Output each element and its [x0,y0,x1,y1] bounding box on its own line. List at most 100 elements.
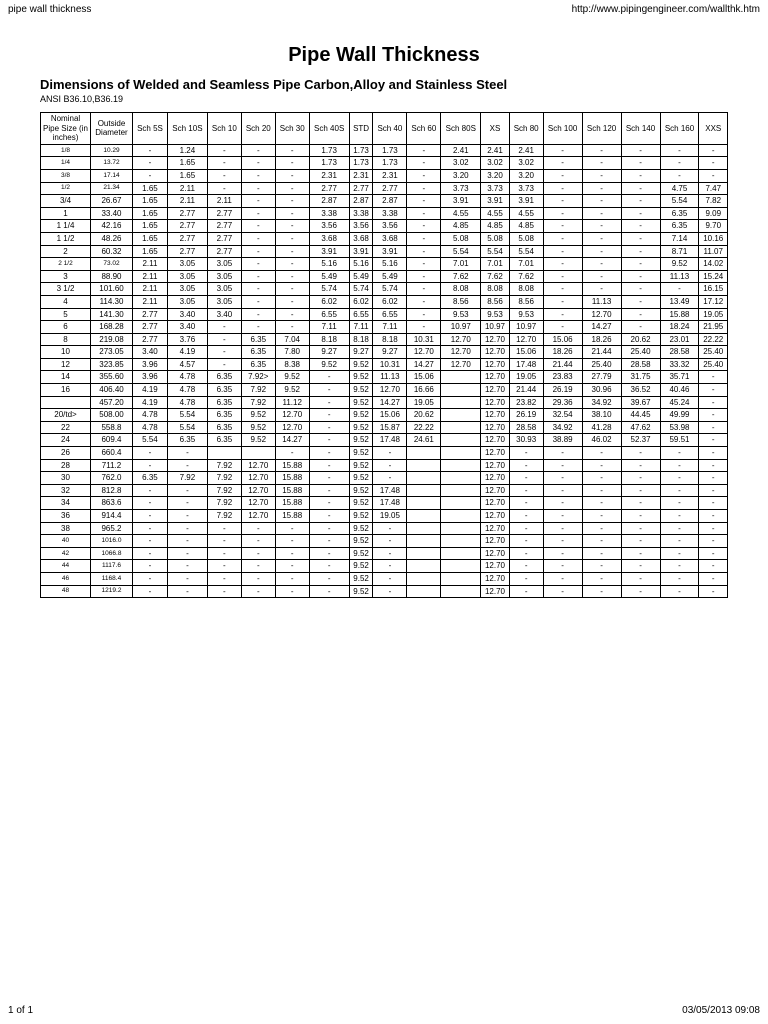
table-cell: 19.05 [373,510,407,523]
table-cell: 9.52 [349,396,373,409]
table-cell [441,535,481,548]
table-cell: 10.16 [699,232,728,245]
table-cell: 26.19 [543,384,582,397]
table-cell: 5.08 [509,232,543,245]
table-cell: 9.52 [275,384,309,397]
col-header: Nominal Pipe Size (in inches) [41,113,91,145]
table-cell: - [275,447,309,460]
table-cell: - [543,295,582,308]
table-cell: 9.53 [509,308,543,321]
table-cell [407,484,441,497]
table-cell [407,510,441,523]
table-cell: 14.02 [699,258,728,271]
table-cell: - [133,169,168,182]
table-cell: - [241,270,275,283]
table-cell: 3.96 [133,358,168,371]
table-cell: 2.11 [167,182,207,195]
table-cell: 7.04 [275,333,309,346]
table-row: 3/817.14-1.65---2.312.312.31-3.203.203.2… [41,169,728,182]
table-cell: 2 1/2 [41,258,91,271]
table-cell: 48 [41,585,91,598]
table-cell: 7.11 [349,321,373,334]
table-cell: 10.29 [91,144,133,157]
table-cell: - [207,358,241,371]
col-header: XS [481,113,509,145]
table-cell: 2.11 [133,295,168,308]
table-cell: 1.65 [133,182,168,195]
table-cell: - [133,522,168,535]
table-cell: 4.85 [481,220,509,233]
table-cell: - [543,283,582,296]
table-cell: 14 [41,371,91,384]
table-cell: - [133,560,168,573]
table-cell [441,384,481,397]
table-cell: - [582,459,621,472]
table-cell: 25.40 [699,346,728,359]
table-cell: 12 [41,358,91,371]
table-cell: 36 [41,510,91,523]
table-cell: - [275,232,309,245]
table-cell: 7.92 [167,472,207,485]
table-cell: 12.70 [441,333,481,346]
table-cell: 3.68 [373,232,407,245]
table-cell: 168.28 [91,321,133,334]
col-header: XXS [699,113,728,145]
table-cell [441,409,481,422]
table-cell: 1016.0 [91,535,133,548]
table-cell: - [543,182,582,195]
table-cell: 8.56 [441,295,481,308]
table-cell: 4.57 [167,358,207,371]
table-cell: 26 [41,447,91,460]
table-cell: 6.35 [660,207,699,220]
table-cell: - [207,346,241,359]
table-cell: 7.14 [660,232,699,245]
table-cell: 7.92 [207,484,241,497]
table-cell: - [309,434,349,447]
table-row: 461168.4------9.52-12.70------ [41,572,728,585]
table-cell: 16.66 [407,384,441,397]
table-cell: 6.55 [373,308,407,321]
table-cell: - [699,560,728,573]
table-cell: 8.71 [660,245,699,258]
table-cell: - [373,585,407,598]
table-row: 14355.603.964.786.357.92>9.52-9.5211.131… [41,371,728,384]
table-cell: 12.70 [481,484,509,497]
table-cell: 26.67 [91,195,133,208]
table-cell: 5.08 [441,232,481,245]
col-header: Sch 100 [543,113,582,145]
table-cell [441,560,481,573]
table-cell: 10.97 [481,321,509,334]
table-cell: 39.67 [621,396,660,409]
table-row: 401016.0------9.52-12.70------ [41,535,728,548]
table-cell: 4.19 [133,396,168,409]
table-cell: 34.92 [582,396,621,409]
table-cell: 22.22 [407,421,441,434]
table-cell: - [407,245,441,258]
table-cell: - [241,195,275,208]
col-header: Sch 40S [309,113,349,145]
table-cell: 6.35 [241,346,275,359]
table-cell: 15.06 [407,371,441,384]
table-cell: 3.40 [207,308,241,321]
table-cell: 11.13 [660,270,699,283]
table-cell: 15.88 [275,459,309,472]
table-cell: - [275,169,309,182]
table-cell: 1.65 [133,232,168,245]
table-cell: 4.85 [509,220,543,233]
table-cell: 7.11 [373,321,407,334]
table-cell: 9.70 [699,220,728,233]
table-cell: - [509,510,543,523]
table-cell: 33.40 [91,207,133,220]
table-cell: 3.20 [509,169,543,182]
table-cell [441,421,481,434]
table-cell: 3.05 [207,295,241,308]
table-cell [441,459,481,472]
table-cell: 15.87 [373,421,407,434]
table-row: 26660.4----9.52-12.70------ [41,447,728,460]
table-row: 457.204.194.786.357.9211.12-9.5214.2719.… [41,396,728,409]
table-cell: - [275,157,309,170]
table-cell: - [699,547,728,560]
table-cell: 508.00 [91,409,133,422]
table-cell: 9.52 [349,497,373,510]
table-cell: - [167,535,207,548]
